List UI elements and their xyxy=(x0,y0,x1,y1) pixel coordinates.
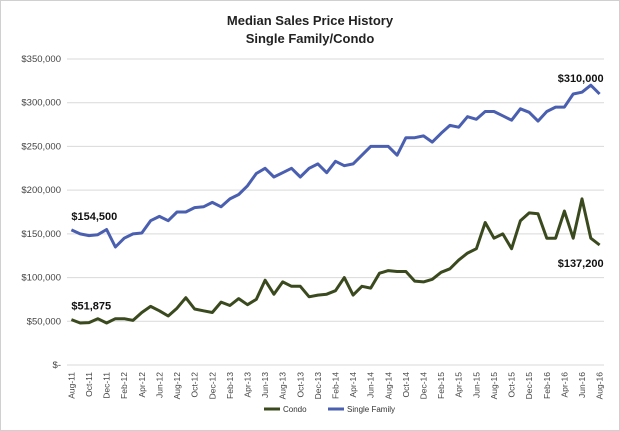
legend-label: Condo xyxy=(283,405,307,414)
y-tick-label: $300,000 xyxy=(21,98,61,109)
y-tick-label: $250,000 xyxy=(21,141,61,152)
x-tick-label: Apr-15 xyxy=(454,372,464,398)
x-tick-label: Dec-12 xyxy=(207,372,217,400)
x-tick-label: Aug-11 xyxy=(66,372,76,399)
x-tick-label: Dec-15 xyxy=(524,372,534,400)
x-tick-label: Jun-14 xyxy=(366,372,376,398)
y-tick-label: $50,000 xyxy=(27,316,61,327)
chart-subtitle: Single Family/Condo xyxy=(245,31,375,46)
x-tick-label: Feb-15 xyxy=(436,372,446,399)
x-tick-label: Aug-14 xyxy=(383,372,393,400)
x-tick-label: Feb-14 xyxy=(331,372,341,399)
legend-label: Single Family xyxy=(347,405,395,414)
data-label: $137,200 xyxy=(558,258,604,270)
x-tick-label: Jun-12 xyxy=(154,372,164,398)
series-line-condo xyxy=(70,197,601,325)
x-tick-label: Jun-16 xyxy=(577,372,587,398)
x-tick-label: Aug-12 xyxy=(172,372,182,400)
x-tick-label: Dec-11 xyxy=(102,372,112,399)
y-tick-label: $200,000 xyxy=(21,185,61,196)
x-tick-label: Apr-16 xyxy=(559,372,569,398)
x-tick-label: Oct-15 xyxy=(507,372,517,398)
x-tick-label: Feb-12 xyxy=(119,372,129,399)
x-tick-label: Jun-15 xyxy=(471,372,481,398)
data-label: $51,875 xyxy=(71,301,111,313)
x-tick-label: Feb-13 xyxy=(225,372,235,399)
y-tick-label: $350,000 xyxy=(21,54,61,65)
x-tick-label: Apr-12 xyxy=(137,372,147,398)
x-tick-label: Dec-13 xyxy=(313,372,323,400)
x-tick-label: Oct-13 xyxy=(295,372,305,398)
x-tick-label: Aug-13 xyxy=(278,372,288,400)
x-tick-label: Dec-14 xyxy=(419,372,429,400)
x-tick-label: Oct-14 xyxy=(401,372,411,398)
data-label: $310,000 xyxy=(558,73,604,85)
x-tick-label: Jun-13 xyxy=(260,372,270,398)
x-tick-label: Apr-13 xyxy=(242,372,252,398)
data-label: $154,500 xyxy=(71,211,117,223)
chart-title: Median Sales Price History xyxy=(226,13,394,28)
x-tick-label: Apr-14 xyxy=(348,372,358,398)
x-tick-label: Oct-12 xyxy=(190,372,200,398)
series-line-single-family xyxy=(70,83,601,249)
y-tick-label: $100,000 xyxy=(21,273,61,284)
x-tick-label: Oct-11 xyxy=(84,372,94,397)
y-tick-label: $- xyxy=(53,360,61,371)
x-tick-label: Feb-16 xyxy=(542,372,552,399)
x-tick-label: Aug-15 xyxy=(489,372,499,400)
x-tick-label: Aug-16 xyxy=(595,372,605,400)
y-tick-label: $150,000 xyxy=(21,229,61,240)
